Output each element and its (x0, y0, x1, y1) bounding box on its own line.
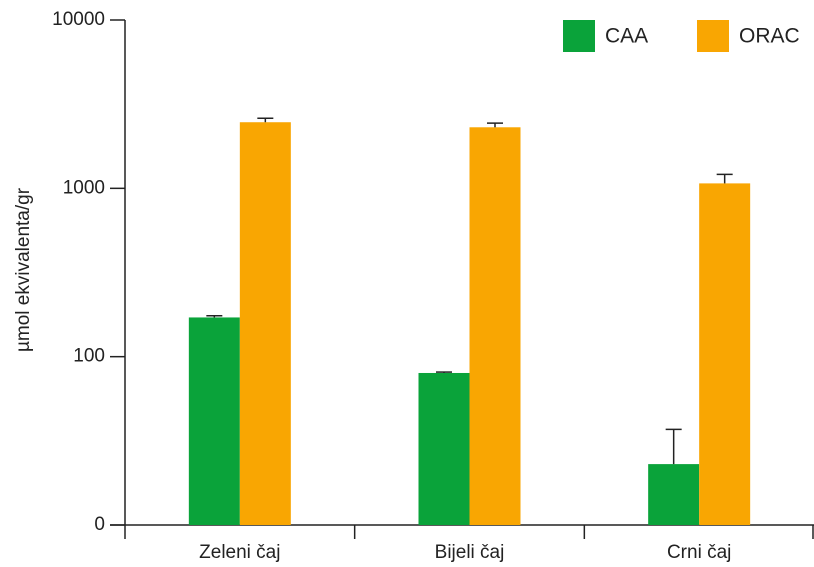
x-tick-label: Bijeli čaj (435, 542, 505, 563)
x-tick-label: Crni čaj (667, 542, 731, 563)
y-tick-label: 100 (73, 346, 105, 367)
y-tick-label: 1000 (63, 177, 105, 198)
bar (648, 464, 700, 525)
legend-swatch (697, 20, 729, 52)
bar (188, 317, 240, 525)
legend-label: CAA (605, 25, 648, 48)
bar (418, 372, 470, 525)
x-tick-label: Zeleni čaj (199, 542, 280, 563)
bar (699, 183, 751, 525)
y-axis-label: µmol ekvivalenta/gr (13, 187, 34, 352)
legend-swatch (563, 20, 595, 52)
y-tick-label: 10000 (52, 9, 105, 30)
bar (469, 127, 521, 526)
bar (239, 122, 291, 526)
y-tick-label: 0 (94, 514, 105, 535)
legend-label: ORAC (739, 25, 800, 48)
